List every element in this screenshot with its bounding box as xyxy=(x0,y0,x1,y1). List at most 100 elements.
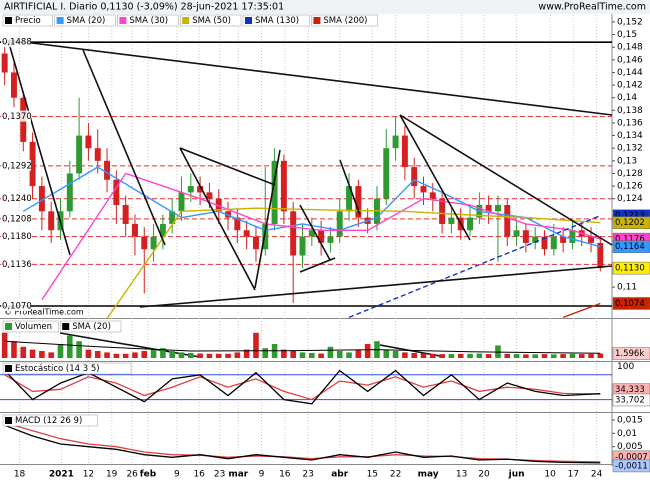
volume-bar xyxy=(569,353,576,358)
y-tick-label: 0,136 xyxy=(617,118,643,128)
legend-label: SMA (50) xyxy=(192,16,231,26)
value-box-label: 1.596k xyxy=(615,349,644,359)
value-box-label: 33,702 xyxy=(615,395,645,405)
candle-body xyxy=(299,236,306,256)
volume-bar xyxy=(48,352,54,358)
candle-body xyxy=(541,236,548,250)
candle-body xyxy=(85,135,92,149)
candle-body xyxy=(550,236,557,250)
volume-bar xyxy=(29,349,36,358)
y-tick-label: 100 xyxy=(617,362,634,372)
candle-body xyxy=(569,230,576,243)
volume-bar xyxy=(132,352,138,358)
volume-bar xyxy=(253,332,259,358)
x-tick-label: 2021 xyxy=(49,470,74,480)
legend-label: SMA (200) xyxy=(323,16,367,26)
candle-body xyxy=(141,236,148,250)
level-label-bg xyxy=(1,258,31,270)
volume-bar xyxy=(1,332,8,358)
candle-body xyxy=(327,236,334,243)
trend-lines xyxy=(7,39,613,358)
candle-body xyxy=(513,230,520,237)
candle-body xyxy=(588,236,595,243)
volume-bar xyxy=(281,349,287,358)
x-tick-label: 17 xyxy=(568,470,579,480)
y-tick-label: 0,132 xyxy=(617,144,643,154)
volume-bar xyxy=(141,351,148,358)
y-tick-label: 0,124 xyxy=(617,194,643,204)
volume-bar xyxy=(420,353,427,358)
volume-bar xyxy=(94,351,101,358)
legend-swatch xyxy=(56,17,64,24)
x-tick-label: 20 xyxy=(478,470,490,480)
volume-bar xyxy=(76,341,82,358)
sma-line xyxy=(348,215,601,319)
x-tick-label: 16 xyxy=(279,470,291,480)
candle-body xyxy=(560,236,567,243)
legend-item xyxy=(2,362,132,375)
value-box-label: -0,0011 xyxy=(615,461,648,471)
candle-body xyxy=(318,230,325,243)
header-bar xyxy=(0,0,650,14)
macd-signal xyxy=(4,422,601,463)
level-label-bg xyxy=(1,230,31,242)
x-tick-label: 12 xyxy=(83,470,94,480)
candle-body xyxy=(280,160,287,212)
macd-line xyxy=(4,424,601,464)
legend-label: Estocástico (14 3 5) xyxy=(15,364,100,374)
x-tick-label: 23 xyxy=(214,470,225,480)
y-tick-label: 0,01 xyxy=(617,429,637,439)
legend-label: SMA (20) xyxy=(67,16,106,26)
legend-label: SMA (130) xyxy=(255,16,299,26)
candle-body xyxy=(271,160,278,224)
candle-body xyxy=(131,223,138,237)
legend-swatch xyxy=(5,365,12,372)
x-tick-label: 10 xyxy=(544,470,556,480)
candle-body xyxy=(169,211,176,224)
legend-swatch xyxy=(119,17,127,24)
x-tick-label: 9 xyxy=(174,470,180,480)
x-tick-label: 26 xyxy=(126,470,138,480)
x-tick-label: abr xyxy=(331,470,349,480)
y-tick-label: 0,134 xyxy=(617,131,643,141)
x-tick-label: 23 xyxy=(302,470,313,480)
volume-bar xyxy=(225,353,231,358)
level-label: 0,1370 xyxy=(2,112,32,122)
x-tick-label: 16 xyxy=(193,470,205,480)
site-link[interactable]: www.ProRealTime.com xyxy=(538,2,646,13)
volume-bar xyxy=(243,349,250,358)
candle-body xyxy=(76,135,83,174)
volume-bar xyxy=(523,354,529,358)
value-box xyxy=(612,240,650,253)
volume-bar xyxy=(588,353,594,358)
x-tick-label: 15 xyxy=(367,470,378,480)
candle-body xyxy=(355,186,362,218)
y-tick-label: 0,142 xyxy=(617,81,643,91)
volume-bar xyxy=(178,352,185,358)
volume-bar xyxy=(383,349,390,358)
legend-item xyxy=(2,320,59,333)
volume-bar xyxy=(39,351,45,358)
value-box xyxy=(612,216,650,229)
volume-bar xyxy=(188,352,194,358)
y-tick-label: 0,15 xyxy=(617,30,637,40)
y-tick-label: 0,138 xyxy=(617,106,643,116)
candle-body xyxy=(252,236,259,250)
volume-bar xyxy=(597,353,604,358)
legend-item xyxy=(54,14,116,27)
watermark: © ProRealTime.com xyxy=(4,308,84,317)
volume-bar xyxy=(215,353,222,358)
chart-title: AIRTIFICIAL I. Diario 0,1130 (-3,09%) 28… xyxy=(4,2,284,13)
x-tick-label: 13 xyxy=(456,470,467,480)
legend-swatch xyxy=(62,323,70,330)
volume-bar xyxy=(67,335,73,358)
candle-body xyxy=(346,186,353,212)
volume-bar xyxy=(485,354,492,358)
volume-bar xyxy=(430,353,436,358)
x-tick-label: 24 xyxy=(591,470,603,480)
candle-body xyxy=(392,135,399,149)
x-tick-label: may xyxy=(418,470,439,480)
x-tick-label: mar xyxy=(228,470,248,480)
y-tick-label: 0,146 xyxy=(617,55,643,65)
